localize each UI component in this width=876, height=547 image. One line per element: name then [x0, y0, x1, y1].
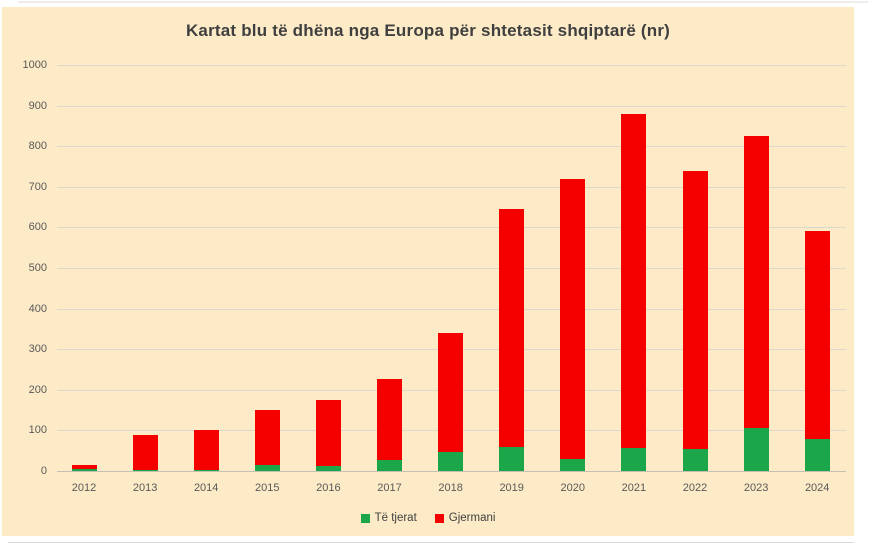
x-tick-label-2022: 2022 [682, 482, 708, 494]
y-tick-label-0: 0 [40, 465, 47, 477]
bar-segment-te-tjerat-2016 [315, 465, 341, 471]
y-tick-label-600: 600 [28, 221, 47, 234]
bar-segment-gjermani-2017 [377, 379, 402, 460]
y-tick-label-400: 400 [28, 302, 47, 315]
bar-segment-gjermani-2013 [132, 435, 158, 471]
y-tick-label-300: 300 [28, 343, 47, 356]
h-gridline-800 [57, 146, 846, 148]
bar-2018 [438, 7, 464, 471]
bar-2017 [377, 7, 402, 471]
bar-2024 [804, 7, 830, 471]
x-tick-label-2024: 2024 [804, 482, 830, 494]
bar-segment-te-tjerat-2014 [193, 469, 219, 471]
bar-2022 [682, 7, 708, 471]
bar-2014 [193, 7, 219, 471]
bar-segment-te-tjerat-2021 [621, 447, 647, 471]
y-tick-label-1000: 1000 [22, 59, 47, 71]
y-tick-label-900: 900 [28, 99, 47, 112]
h-gridline-500 [57, 268, 846, 269]
y-tick-label-800: 800 [28, 140, 47, 153]
bar-segment-te-tjerat-2018 [438, 452, 464, 471]
legend-swatch-gjermani [434, 513, 444, 523]
bar-segment-te-tjerat-2013 [132, 470, 158, 472]
chart-legend: Të tjerat Gjermani [2, 512, 854, 524]
bar-segment-te-tjerat-2015 [254, 464, 280, 471]
bar-segment-gjermani-2021 [621, 113, 647, 448]
bar-2020 [560, 7, 586, 471]
bar-segment-te-tjerat-2017 [377, 459, 402, 471]
x-tick-label-2019: 2019 [499, 482, 524, 494]
legend-item-te-tjerat: Të tjerat [360, 512, 417, 524]
bar-segment-gjermani-2014 [193, 429, 219, 470]
legend-label-te-tjerat: Të tjerat [374, 512, 417, 524]
y-tick-label-100: 100 [28, 424, 47, 437]
legend-label-gjermani: Gjermani [448, 512, 496, 524]
bar-segment-gjermani-2022 [682, 171, 708, 449]
h-gridline-700 [57, 186, 846, 188]
legend-swatch-te-tjerat [360, 513, 370, 523]
top-edge-artifact [18, 1, 868, 3]
bar-2012 [71, 7, 97, 471]
x-tick-label-2012: 2012 [71, 482, 97, 494]
bar-segment-te-tjerat-2022 [682, 448, 708, 471]
h-gridline-600 [57, 227, 846, 229]
bar-segment-gjermani-2018 [438, 332, 464, 453]
bar-2019 [499, 7, 525, 471]
bottom-divider [8, 542, 854, 543]
y-tick-label-700: 700 [28, 180, 47, 193]
chart-title: Kartat blu të dhëna nga Europa për shtet… [185, 21, 671, 40]
x-tick-label-2020: 2020 [560, 482, 586, 494]
bar-segment-te-tjerat-2019 [499, 446, 525, 471]
h-gridline-400 [57, 308, 846, 310]
bar-2015 [254, 7, 280, 471]
bar-2023 [743, 7, 769, 471]
bar-2021 [621, 7, 647, 471]
bar-segment-gjermani-2016 [315, 399, 341, 466]
bar-2016 [315, 7, 341, 471]
x-tick-label-2016: 2016 [316, 482, 341, 494]
h-gridline-900 [57, 105, 846, 107]
y-tick-label-500: 500 [28, 262, 47, 274]
x-axis-line [57, 471, 846, 472]
bar-segment-te-tjerat-2024 [804, 439, 830, 471]
x-tick-label-2021: 2021 [621, 482, 647, 494]
bar-segment-te-tjerat-2012 [71, 468, 97, 471]
legend-item-gjermani: Gjermani [434, 512, 496, 524]
bar-segment-gjermani-2020 [560, 178, 586, 459]
bar-segment-gjermani-2012 [71, 464, 97, 469]
x-tick-label-2018: 2018 [438, 482, 463, 494]
x-tick-label-2015: 2015 [255, 482, 280, 494]
x-tick-label-2014: 2014 [193, 482, 219, 494]
bar-segment-te-tjerat-2020 [560, 458, 586, 471]
bar-segment-gjermani-2019 [499, 209, 525, 447]
bar-segment-gjermani-2023 [743, 136, 769, 428]
bar-segment-te-tjerat-2023 [743, 427, 769, 471]
bar-2013 [132, 7, 158, 472]
x-tick-label-2023: 2023 [743, 482, 769, 494]
bar-segment-gjermani-2024 [804, 231, 830, 440]
chart-container: Kartat blu të dhëna nga Europa për shtet… [2, 7, 854, 536]
x-tick-label-2017: 2017 [377, 482, 402, 494]
h-gridline-1000 [57, 65, 846, 66]
bar-segment-gjermani-2015 [254, 410, 280, 465]
y-tick-label-200: 200 [28, 383, 47, 396]
x-tick-label-2013: 2013 [132, 482, 158, 494]
